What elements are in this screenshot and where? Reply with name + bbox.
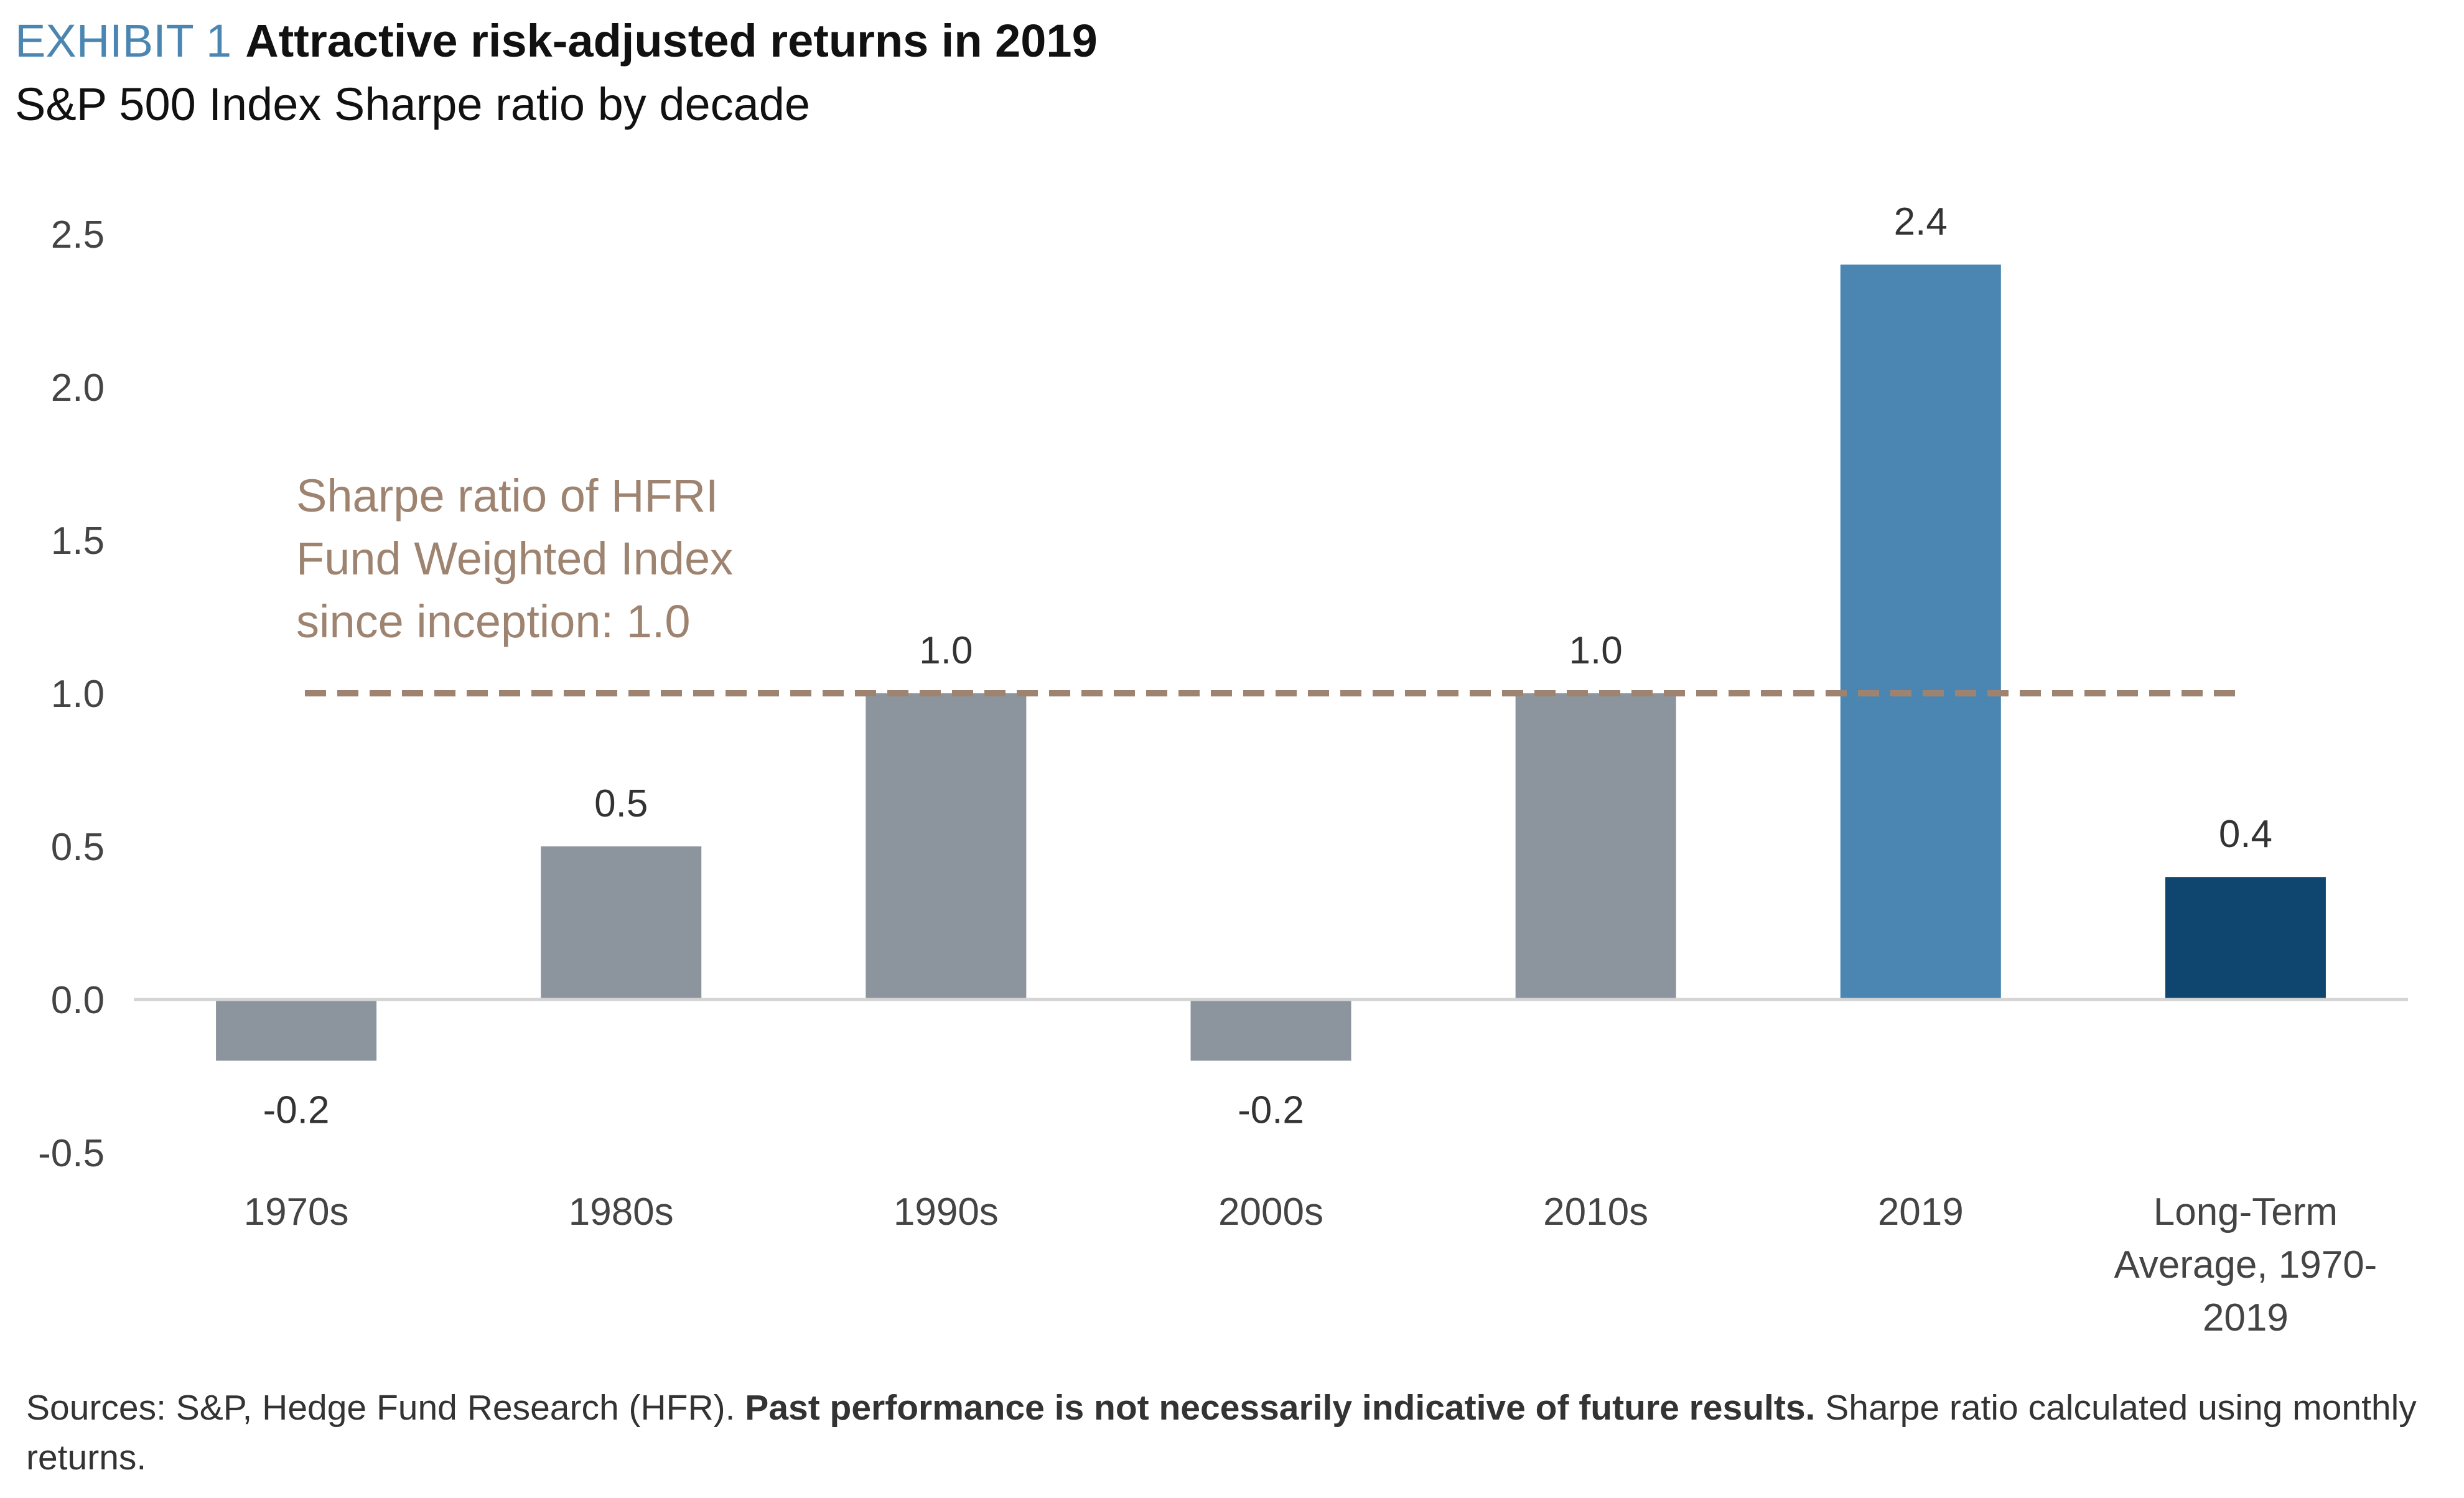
category-label: 1990s xyxy=(894,1191,999,1234)
y-tick-label: 0.5 xyxy=(51,826,105,869)
sharpe-ratio-bar-chart: -0.5 0.0 0.5 1.0 1.5 2.0 2.5 Sharpe ratio of HF… xyxy=(38,200,2408,1339)
bar xyxy=(2165,877,2326,999)
data-label: 0.4 xyxy=(2219,813,2272,856)
y-tick-label: 2.0 xyxy=(51,367,105,410)
category-label: 1970s xyxy=(244,1191,349,1234)
y-tick-label: 1.0 xyxy=(51,673,105,716)
reference-line-label: Fund Weighted Index xyxy=(296,533,733,584)
bar xyxy=(1515,693,1676,999)
category-label: 2000s xyxy=(1218,1191,1323,1234)
chart-title: Attractive risk-adjusted returns in 2019 xyxy=(245,15,1098,67)
bar xyxy=(216,999,377,1061)
bar xyxy=(866,693,1027,999)
category-label: Average, 1970- xyxy=(2114,1243,2378,1286)
chart-header: EXHIBIT 1 Attractive risk-adjusted return… xyxy=(0,9,1098,136)
reference-line-label: since inception: 1.0 xyxy=(296,596,691,647)
data-label: -0.2 xyxy=(263,1088,330,1131)
category-label: 2019 xyxy=(1878,1191,1964,1234)
category-label: 2010s xyxy=(1543,1191,1648,1234)
category-label: 1980s xyxy=(569,1191,674,1234)
data-label: 1.0 xyxy=(1569,629,1623,672)
chart-footer: Sources: S&P, Hedge Fund Research (HFR).… xyxy=(26,1383,2440,1482)
data-label: -0.2 xyxy=(1238,1088,1304,1131)
category-label: 2019 xyxy=(2203,1296,2289,1339)
category-label: Long-Term xyxy=(2154,1191,2338,1234)
y-tick-label: 1.5 xyxy=(51,520,105,563)
chart-subtitle: S&P 500 Index Sharpe ratio by decade xyxy=(15,78,811,130)
data-label: 1.0 xyxy=(919,629,973,672)
data-label: 2.4 xyxy=(1894,200,1948,243)
data-label: 0.5 xyxy=(594,782,648,825)
exhibit-tag: EXHIBIT 1 xyxy=(15,15,232,67)
reference-line-label: Sharpe ratio of HFRI xyxy=(296,470,719,522)
note-text: Sharpe ratio calculated using monthly re… xyxy=(26,1388,2417,1477)
y-tick-label: -0.5 xyxy=(38,1132,105,1175)
sources-text: Sources: S&P, Hedge Fund Research (HFR). xyxy=(26,1388,735,1428)
bar xyxy=(1190,999,1351,1061)
y-tick-label: 2.5 xyxy=(51,213,105,256)
bar xyxy=(541,846,702,999)
disclaimer-text: Past performance is not necessarily indi… xyxy=(745,1388,1816,1428)
bar xyxy=(1840,264,2001,1000)
exhibit-line: EXHIBIT 1 Attractive risk-adjusted return… xyxy=(15,9,1098,73)
y-tick-label: 0.0 xyxy=(51,979,105,1022)
